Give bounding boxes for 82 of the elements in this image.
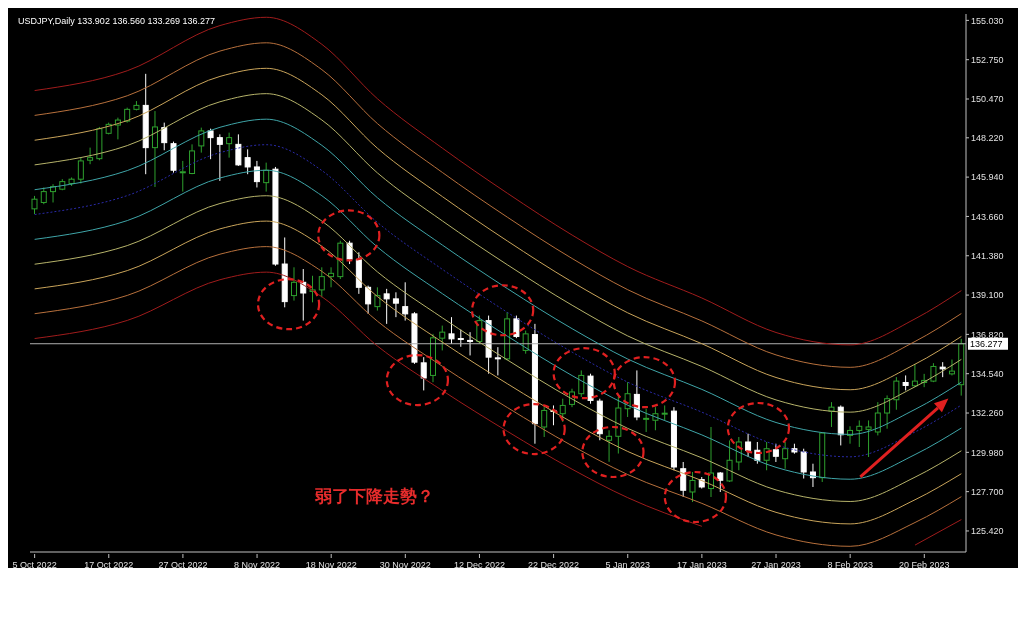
x-tick-label: 17 Jan 2023: [677, 560, 727, 570]
candlestick: [782, 441, 789, 470]
y-tick-label: 129.980: [971, 447, 1004, 458]
candlestick: [31, 195, 38, 215]
candlestick: [290, 266, 297, 302]
candlestick: [708, 426, 715, 498]
candlestick: [402, 281, 409, 322]
y-tick-label: 141.380: [971, 250, 1004, 261]
candlestick: [374, 286, 381, 312]
x-tick-label: 17 Oct 2022: [84, 560, 134, 570]
candlestick: [541, 406, 548, 438]
y-tick-label: 132.260: [971, 408, 1004, 419]
annotation: 弱了下降走勢？: [314, 485, 435, 506]
candlestick: [309, 275, 316, 303]
x-tick-label: 8 Feb 2023: [827, 560, 873, 570]
candlestick: [77, 157, 84, 184]
x-tick-label: 5 Oct 2022: [12, 560, 57, 570]
candlestick: [745, 433, 752, 458]
x-tick-label: 20 Feb 2023: [899, 560, 950, 570]
candlestick: [346, 240, 353, 265]
y-tick-label: 143.660: [971, 211, 1004, 222]
candlestick: [467, 331, 474, 356]
candlestick: [439, 325, 446, 351]
candlestick: [680, 461, 687, 498]
candlestick: [383, 288, 390, 325]
candlestick: [606, 429, 613, 463]
chart-title: USDJPY,Daily 133.902 136.560 133.269 136.277: [18, 16, 215, 26]
candlestick: [578, 369, 585, 398]
candlestick: [161, 122, 168, 151]
candlestick: [772, 443, 779, 463]
candlestick: [253, 160, 260, 188]
x-tick-label: 27 Oct 2022: [158, 560, 208, 570]
candlestick: [763, 441, 770, 471]
y-tick-label: 148.220: [971, 133, 1004, 143]
y-tick-label: 139.100: [971, 290, 1004, 301]
x-tick-label: 8 Nov 2022: [234, 560, 281, 570]
x-tick-label: 12 Dec 2022: [453, 560, 505, 570]
candlestick: [494, 346, 501, 376]
candlestick: [865, 419, 872, 458]
x-tick-label: 30 Nov 2022: [379, 560, 431, 570]
candlestick: [420, 356, 427, 391]
candlestick: [856, 419, 863, 448]
candlestick: [189, 143, 196, 175]
candlestick: [884, 394, 891, 430]
y-tick-label: 155.030: [971, 15, 1004, 26]
x-tick-label: 27 Jan 2023: [751, 560, 801, 570]
candlestick: [318, 266, 325, 298]
candlestick: [179, 160, 186, 193]
candlestick: [300, 268, 307, 322]
candlestick: [226, 132, 233, 159]
y-tick-label: 125.420: [971, 526, 1004, 537]
candlestick: [513, 315, 520, 339]
candlestick: [392, 291, 399, 318]
y-tick-label: 134.540: [971, 368, 1004, 379]
candlestick: [235, 133, 242, 167]
candlestick: [448, 316, 455, 345]
y-tick-label: 145.940: [971, 172, 1004, 183]
candlestick: [559, 398, 566, 423]
x-tick-label: 5 Jan 2023: [605, 560, 651, 570]
x-tick-label: 18 Nov 2022: [305, 560, 357, 570]
line-series: [34, 271, 703, 527]
candlestick: [726, 439, 733, 483]
candlestick: [800, 448, 807, 480]
x-tick-label: 22 Dec 2022: [528, 560, 580, 570]
candlestick: [874, 401, 881, 436]
y-tick-label: 127.700: [971, 486, 1004, 497]
y-tick-label: 152.750: [971, 54, 1004, 65]
candlestick: [365, 285, 372, 315]
candlestick: [689, 471, 696, 503]
candlestick: [948, 359, 955, 376]
y-tick-label: 136.820: [971, 329, 1004, 340]
candlestick: [198, 127, 205, 154]
candlestick: [244, 148, 251, 175]
candlestick: [216, 133, 223, 182]
candlestick: [893, 376, 900, 411]
y-tick-label: 150.470: [971, 94, 1004, 105]
candlestick: [207, 128, 214, 160]
candlestick: [87, 147, 94, 165]
candlestick: [643, 408, 650, 433]
candlestick: [151, 110, 158, 188]
ref-line-label: 136.277: [970, 338, 1003, 349]
candlestick: [263, 162, 270, 193]
